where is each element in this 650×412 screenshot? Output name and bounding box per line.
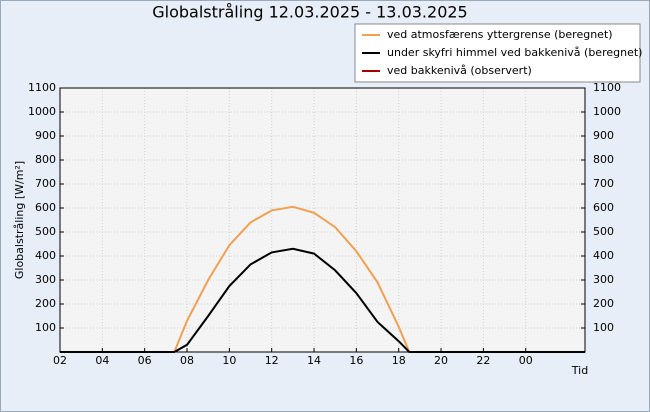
x-tick-label: 14 (307, 354, 321, 367)
x-tick-label: 20 (434, 354, 448, 367)
y-tick-label: 800 (35, 153, 56, 166)
y2-tick-label: 300 (593, 273, 614, 286)
legend-label: under skyfri himmel ved bakkenivå (bereg… (387, 46, 642, 59)
y-tick-label: 600 (35, 201, 56, 214)
chart-title: Globalstråling 12.03.2025 - 13.03.2025 (152, 3, 467, 22)
x-tick-label: 02 (53, 354, 67, 367)
x-tick-label: 16 (349, 354, 363, 367)
x-axis-label: Tid (571, 364, 588, 377)
y2-tick-label: 900 (593, 129, 614, 142)
y-tick-label: 100 (35, 321, 56, 334)
x-tick-label: 08 (180, 354, 194, 367)
x-tick-label: 06 (138, 354, 152, 367)
x-tick-label: 12 (265, 354, 279, 367)
plot-area (60, 88, 585, 352)
legend-label: ved atmosfærens yttergrense (beregnet) (387, 28, 613, 41)
y2-tick-label: 600 (593, 201, 614, 214)
y-axis-label: Globalstråling [W/m²] (13, 161, 26, 279)
x-tick-label: 00 (519, 354, 533, 367)
x-tick-label: 22 (476, 354, 490, 367)
y2-tick-label: 1100 (593, 81, 621, 94)
y-tick-label: 500 (35, 225, 56, 238)
x-tick-label: 18 (392, 354, 406, 367)
y2-tick-label: 400 (593, 249, 614, 262)
plot-border (59, 87, 586, 353)
x-tick-label: 04 (95, 354, 109, 367)
legend-label: ved bakkenivå (observert) (387, 64, 532, 77)
y-tick-label: 900 (35, 129, 56, 142)
y2-tick-label: 200 (593, 297, 614, 310)
y-tick-label: 400 (35, 249, 56, 262)
y2-tick-label: 500 (593, 225, 614, 238)
y2-tick-label: 700 (593, 177, 614, 190)
y2-tick-label: 800 (593, 153, 614, 166)
y2-tick-label: 100 (593, 321, 614, 334)
y-tick-label: 1100 (28, 81, 56, 94)
x-tick-label: 10 (222, 354, 236, 367)
legend (354, 23, 641, 83)
series-line (60, 247, 585, 353)
y-tick-label: 200 (35, 297, 56, 310)
y-tick-label: 700 (35, 177, 56, 190)
y-tick-label: 1000 (28, 105, 56, 118)
y2-tick-label: 1000 (593, 105, 621, 118)
y-tick-label: 300 (35, 273, 56, 286)
